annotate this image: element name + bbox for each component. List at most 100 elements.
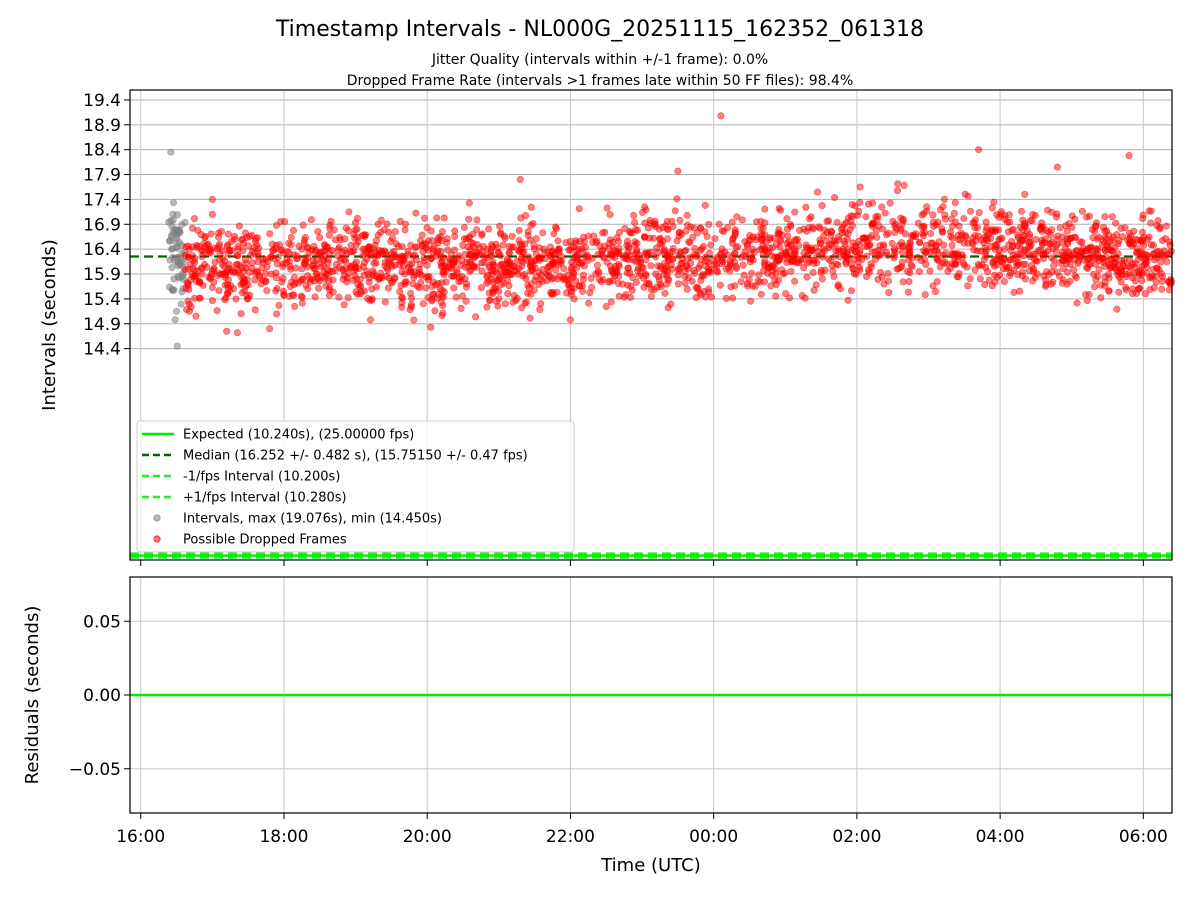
dropped-frame-point [526,314,534,322]
dropped-frame-point [627,282,635,290]
dropped-frame-point [342,224,350,232]
dropped-frame-point [966,207,974,215]
dropped-frame-point [716,281,724,289]
dropped-frame-point [396,217,404,225]
dropped-frame-point [981,280,989,288]
dropped-frame-point [1118,266,1126,274]
dropped-frame-point [743,280,751,288]
dropped-frame-point [783,215,791,223]
dropped-frame-point [995,251,1003,259]
top-y-tick-label: 15.4 [83,290,121,310]
dropped-frame-point [1161,252,1169,260]
dropped-frame-point [518,304,526,312]
dropped-frame-point [408,294,416,302]
dropped-frame-point [729,294,737,302]
dropped-frame-point [409,252,417,260]
dropped-frame-point [501,300,509,308]
dropped-frame-point [350,230,358,238]
dropped-frame-point [659,224,667,232]
dropped-frame-point [990,198,998,206]
dropped-frame-point [761,219,769,227]
dropped-frame-point [875,222,883,230]
top-y-tick-label: 15.9 [83,265,121,285]
dropped-frame-point [978,236,986,244]
dropped-frame-point [740,271,748,279]
dropped-frame-point [530,245,538,253]
dropped-frame-point [489,258,497,266]
dropped-frame-point [705,220,713,228]
dropped-frame-point [1122,286,1130,294]
dropped-frame-point [669,222,677,230]
dropped-frame-point [200,240,208,248]
interval-point [173,307,181,315]
dropped-frame-point [331,266,339,274]
dropped-frame-point [237,310,245,318]
dropped-frame-point [1124,236,1132,244]
dropped-frame-point [299,275,307,283]
dropped-frame-point [425,273,433,281]
dropped-frame-point [667,300,675,308]
dropped-frame-point [272,274,280,282]
dropped-frame-point [488,241,496,249]
dropped-frame-point [473,263,481,271]
dropped-frame-point [734,243,742,251]
dropped-frame-point [805,215,813,223]
dropped-frame-point [365,243,373,251]
dropped-frame-point [291,279,299,287]
dropped-frame-point [605,239,613,247]
dropped-frame-point [761,205,769,213]
dropped-frame-point [496,222,504,230]
dropped-frame-point [961,231,969,239]
dropped-frame-point [353,214,361,222]
dropped-frame-point [524,231,532,239]
dropped-frame-point [208,210,216,218]
dropped-frame-point [314,228,322,236]
dropped-frame-point [808,223,816,231]
dropped-frame-point [619,280,627,288]
dropped-frame-point [894,180,902,188]
dropped-frame-point [516,176,524,184]
dropped-frame-point [390,274,398,282]
dropped-frame-point [304,244,312,252]
dropped-frame-point [219,270,227,278]
dropped-frame-point [321,252,329,260]
bottom-plot-frame [129,576,1173,814]
dropped-frame-point [478,230,486,238]
dropped-frame-point [762,248,770,256]
dropped-frame-point [1094,253,1102,261]
dropped-frame-point [731,282,739,290]
dropped-frame-point [971,266,979,274]
dropped-frame-point [908,263,916,271]
dropped-frame-point [287,233,295,241]
dropped-frame-point [557,257,565,265]
dropped-frame-point [489,278,497,286]
dropped-frame-point [848,200,856,208]
dropped-frame-point [472,313,480,321]
dropped-frame-point [665,256,673,264]
x-tick-label: 18:00 [259,827,308,847]
dropped-frame-point [775,276,783,284]
dropped-frame-point [816,239,824,247]
dropped-frame-point [486,297,494,305]
dropped-frame-point [188,243,196,251]
dropped-frame-point [698,272,706,280]
dropped-frame-point [784,232,792,240]
top-series [130,112,1175,559]
dropped-frame-point [731,250,739,258]
interval-point [169,210,177,218]
dropped-frame-point [341,264,349,272]
dropped-frame-point [563,289,571,297]
dropped-frame-point [821,266,829,274]
dropped-frame-point [671,207,679,215]
dropped-frame-point [470,253,478,261]
dropped-frame-point [1111,243,1119,251]
dropped-frame-point [681,279,689,287]
dropped-frame-point [915,268,923,276]
dropped-frame-point [547,288,555,296]
dropped-frame-point [1094,245,1102,253]
interval-point [181,218,189,226]
dropped-frame-point [1143,269,1151,277]
dropped-frame-point [536,306,544,314]
dropped-frame-point [434,239,442,247]
dropped-frame-point [880,243,888,251]
